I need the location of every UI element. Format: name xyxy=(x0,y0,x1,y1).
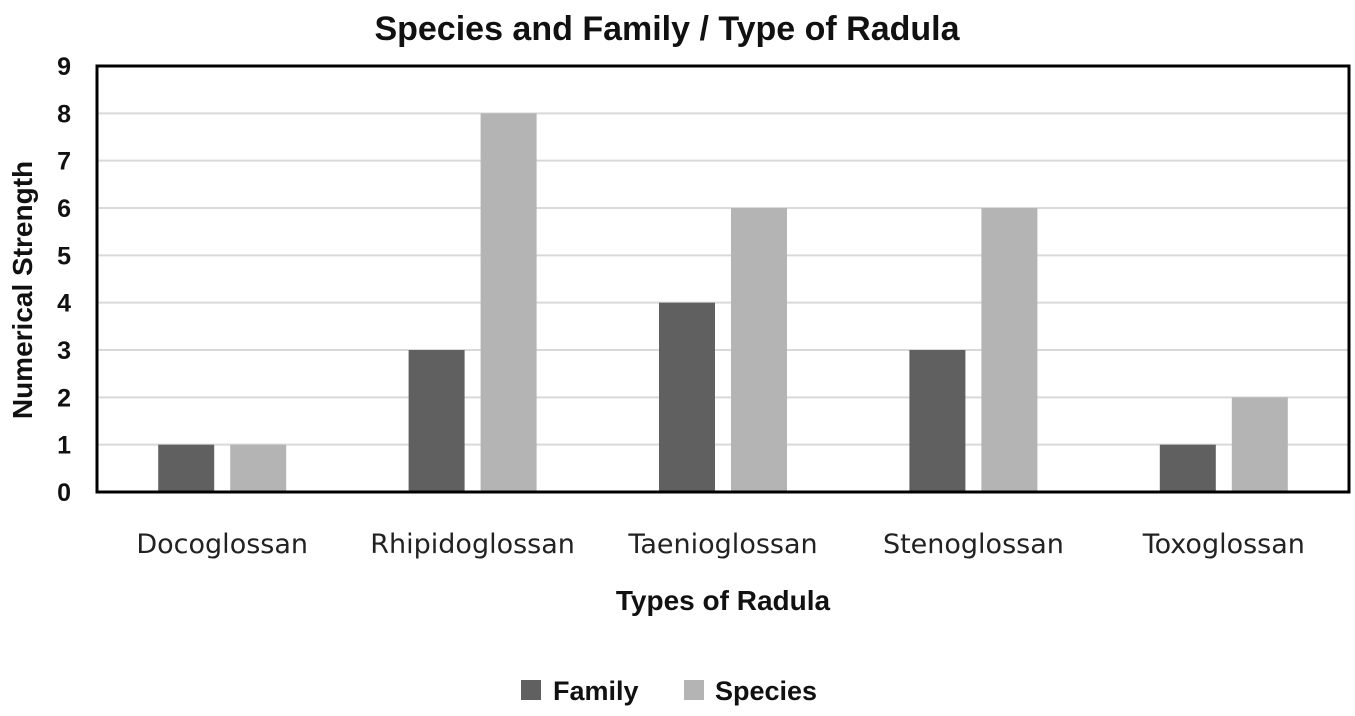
x-axis-ticks: Docoglossan Rhipidoglossan Taenioglossan St… xyxy=(136,529,1305,560)
bar-family-toxoglossan xyxy=(1159,444,1216,492)
y-tick-label: 4 xyxy=(57,290,71,318)
bars xyxy=(158,113,1288,492)
x-tick-label: Toxoglossan xyxy=(1142,529,1305,560)
y-tick-label: 9 xyxy=(57,53,71,81)
legend-label-family: Family xyxy=(553,676,639,706)
y-axis-ticks: 0 1 2 3 4 5 6 7 8 9 xyxy=(57,53,71,507)
x-axis-title: Types of Radula xyxy=(616,585,831,616)
gridlines xyxy=(97,65,1349,446)
bar-family-stenoglossan xyxy=(909,350,966,492)
chart-title: Species and Family / Type of Radula xyxy=(374,10,960,48)
y-tick-label: 6 xyxy=(57,195,71,223)
y-tick-label: 3 xyxy=(57,337,71,365)
bar-family-docoglossan xyxy=(158,444,215,492)
plot-border xyxy=(95,64,1351,494)
legend-swatch-family xyxy=(521,680,541,700)
y-axis-title: Numerical Strength xyxy=(7,161,38,419)
legend-swatch-species xyxy=(684,680,704,700)
x-tick-label: Stenoglossan xyxy=(883,529,1064,560)
bar-family-taenioglossan xyxy=(659,302,715,492)
bar-species-stenoglossan xyxy=(981,208,1038,492)
bar-species-taenioglossan xyxy=(731,208,787,492)
x-tick-label: Docoglossan xyxy=(136,529,308,560)
bar-species-toxoglossan xyxy=(1231,397,1288,492)
x-tick-label: Taenioglossan xyxy=(627,529,817,560)
bar-family-rhipidoglossan xyxy=(408,350,465,492)
legend: Family Species xyxy=(521,676,817,706)
legend-label-species: Species xyxy=(715,676,817,706)
bar-species-docoglossan xyxy=(230,444,287,492)
x-tick-label: Rhipidoglossan xyxy=(370,529,575,560)
y-tick-label: 8 xyxy=(57,100,71,128)
y-tick-label: 5 xyxy=(57,242,71,270)
y-tick-label: 0 xyxy=(57,479,71,507)
y-tick-label: 7 xyxy=(57,148,71,176)
bar-species-rhipidoglossan xyxy=(480,113,537,492)
plot-frame xyxy=(95,64,1351,494)
y-tick-label: 2 xyxy=(57,384,71,412)
y-tick-label: 1 xyxy=(57,432,71,460)
